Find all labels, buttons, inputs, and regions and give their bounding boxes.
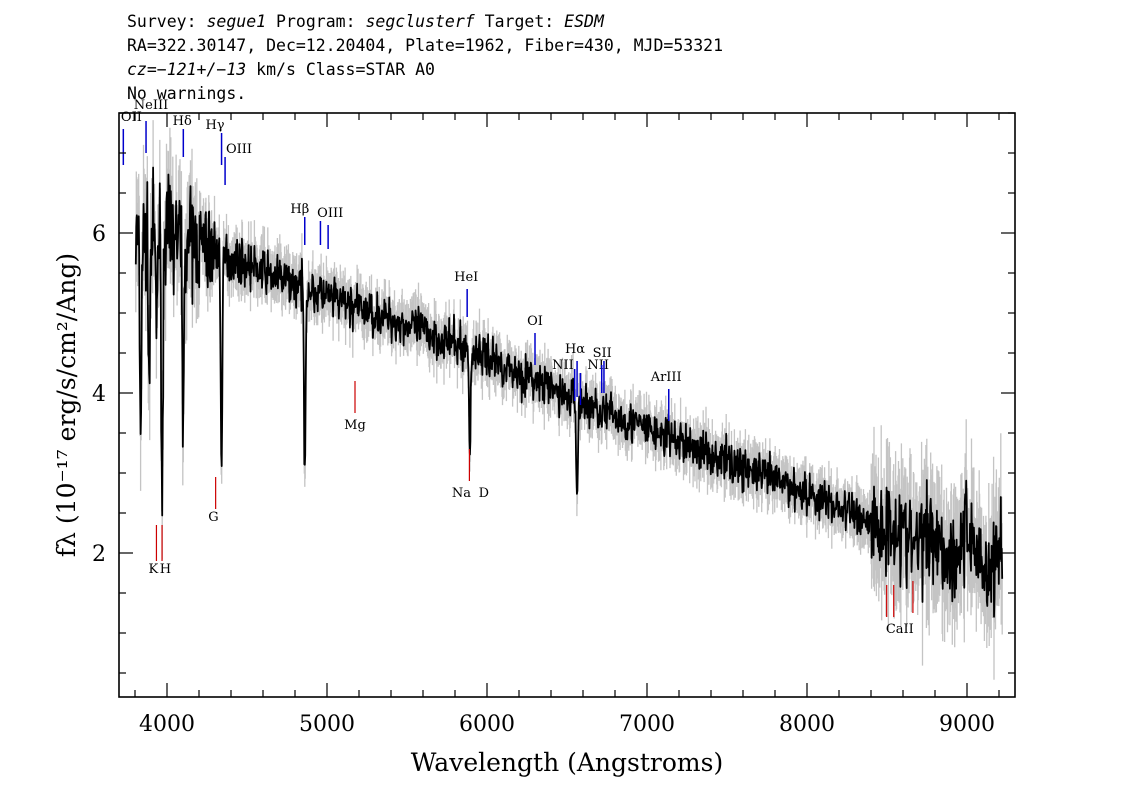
y-tick-label-2: 6 — [92, 222, 106, 247]
plot-frame — [118, 112, 1016, 698]
x-tick-label-3: 7000 — [619, 712, 675, 737]
absorption-label-0: K — [149, 562, 159, 577]
survey-value: segue1 — [206, 12, 267, 31]
x-tick-label-1: 5000 — [299, 712, 355, 737]
emission-label-5: Hβ — [290, 202, 309, 217]
header-line-redshift: cz=−121+/−13 km/s Class=STAR A0 — [127, 60, 435, 79]
x-tick-label-2: 6000 — [459, 712, 515, 737]
absorption-label-5: D — [479, 486, 489, 501]
emission-label-2: Hδ — [173, 114, 192, 129]
y-tick-label-0: 2 — [92, 542, 106, 567]
absorption-label-3: Mg — [344, 418, 366, 433]
emission-label-7: OIII — [317, 206, 343, 221]
y-axis-title: fλ (10⁻¹⁷ erg/s/cm²/Ang) — [52, 253, 81, 557]
emission-label-1: NeIII — [134, 98, 168, 113]
header-line-coordinates: RA=322.30147, Dec=12.20404, Plate=1962, … — [127, 36, 724, 55]
absorption-label-4: Na — [452, 486, 471, 501]
emission-label-13: SII — [593, 346, 612, 361]
emission-label-10: NII — [552, 358, 574, 373]
emission-label-11: Hα — [565, 342, 585, 357]
target-value: ESDM — [564, 12, 604, 31]
absorption-label-2: G — [208, 510, 218, 525]
y-tick-label-1: 4 — [92, 382, 106, 407]
emission-label-4: OIII — [226, 142, 252, 157]
flux-series — [134, 166, 1004, 618]
header-line-survey: Survey: segue1 Program: segclusterf Targ… — [127, 12, 604, 31]
emission-label-8: HeI — [454, 270, 478, 285]
emission-label-15: ArIII — [650, 370, 682, 385]
x-tick-label-4: 8000 — [779, 712, 835, 737]
x-axis-title: Wavelength (Angstroms) — [411, 748, 723, 777]
x-tick-label-5: 9000 — [939, 712, 995, 737]
absorption-label-1: H — [160, 562, 171, 577]
cz-value: cz=−121+/−13 — [127, 60, 247, 79]
spectrum-header: Survey: segue1 Program: segclusterf Targ… — [127, 10, 723, 106]
emission-label-9: OI — [527, 314, 543, 329]
absorption-label-6: CaII — [886, 622, 914, 637]
program-value: segclusterf — [365, 12, 475, 31]
x-tick-label-0: 4000 — [139, 712, 195, 737]
header-line-warnings: No warnings. — [127, 84, 247, 103]
emission-label-3: Hγ — [205, 118, 224, 133]
